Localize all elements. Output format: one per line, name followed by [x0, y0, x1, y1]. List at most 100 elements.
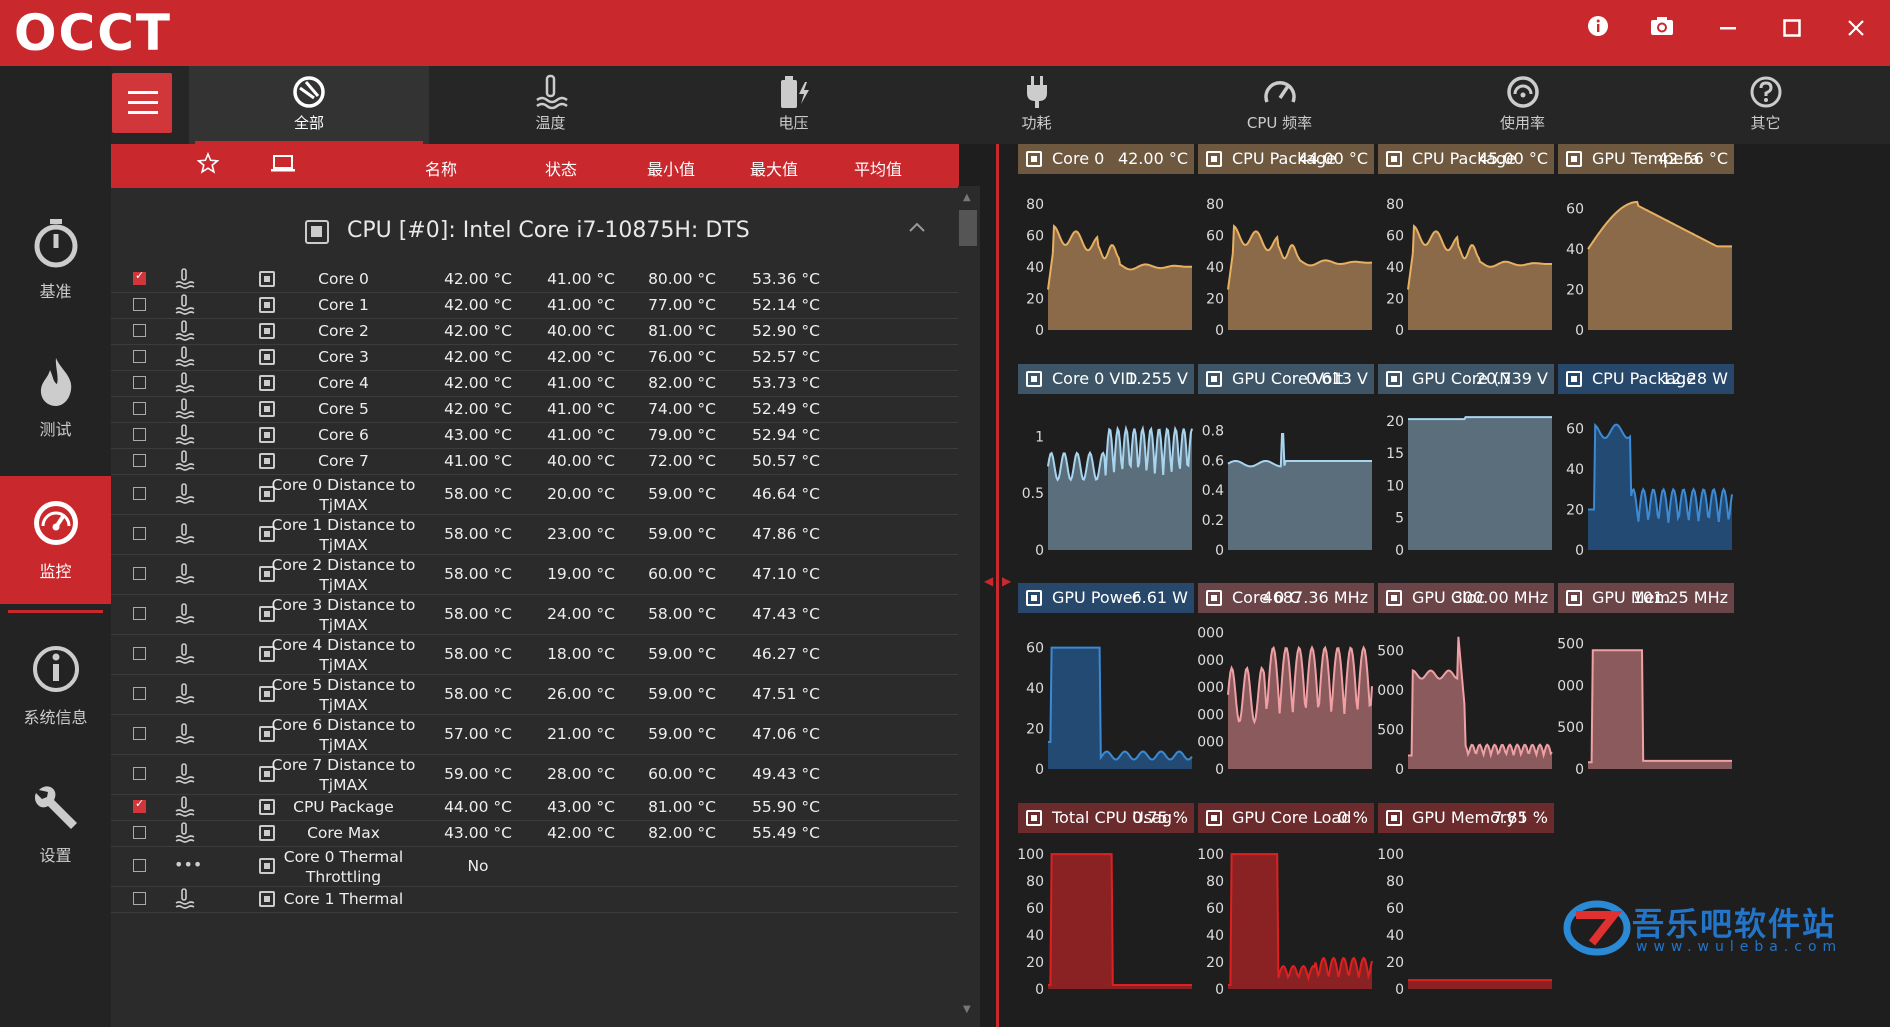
graph-panel-header[interactable]: Core 0 C 4687.36 MHz: [1198, 583, 1374, 613]
scroll-down-icon[interactable]: ▼: [963, 1004, 971, 1015]
table-row[interactable]: Core 3 42.00 °C 42.00 °C 76.00 °C 52.57 °C: [111, 344, 959, 371]
row-checkbox[interactable]: [133, 767, 146, 780]
thermometer-icon[interactable]: [174, 603, 196, 629]
thermometer-icon[interactable]: [174, 346, 196, 372]
thermometer-icon[interactable]: [174, 268, 196, 294]
table-row[interactable]: Core 5 Distance to TjMAX 58.00 °C 26.00 °C…: [111, 674, 959, 715]
pane-splitter[interactable]: ◀ ▶: [984, 144, 1011, 1027]
row-checkbox[interactable]: [133, 727, 146, 740]
row-checkbox[interactable]: [133, 647, 146, 660]
scroll-up-icon[interactable]: ▲: [963, 192, 971, 203]
table-row[interactable]: Core 2 42.00 °C 40.00 °C 81.00 °C 52.90 °C: [111, 318, 959, 345]
row-checkbox[interactable]: [133, 567, 146, 580]
sidebar-item-benchmark[interactable]: 基准: [0, 196, 111, 324]
graph-panel-header[interactable]: Core 0 42.00 °C: [1018, 144, 1194, 174]
row-checkbox[interactable]: [133, 607, 146, 620]
thermometer-icon[interactable]: [174, 763, 196, 789]
row-checkbox[interactable]: [133, 402, 146, 415]
column-avg[interactable]: 平均值: [853, 160, 902, 179]
scrollbar-thumb[interactable]: [959, 210, 977, 246]
column-status[interactable]: 状态: [544, 160, 577, 179]
row-checkbox[interactable]: [133, 376, 146, 389]
row-checkbox[interactable]: [133, 269, 146, 285]
table-row[interactable]: Core 1 42.00 °C 41.00 °C 77.00 °C 52.14 °C: [111, 292, 959, 319]
table-row[interactable]: Core 0 Distance to TjMAX 58.00 °C 20.00 °C…: [111, 474, 959, 515]
sidebar-item-test[interactable]: 测试: [0, 334, 111, 462]
table-row[interactable]: ••• Core 0 Thermal Throttling No: [111, 846, 959, 887]
laptop-icon[interactable]: [261, 152, 305, 178]
table-row[interactable]: Core 2 Distance to TjMAX 58.00 °C 19.00 °C…: [111, 554, 959, 595]
tab-voltage[interactable]: 电压: [672, 66, 915, 144]
thermometer-icon[interactable]: [174, 372, 196, 398]
table-row[interactable]: Core Max 43.00 °C 42.00 °C 82.00 °C 55.49 °C: [111, 820, 959, 847]
row-checkbox[interactable]: [133, 350, 146, 363]
graph-panel-header[interactable]: CPU Package 44.00 °C: [1198, 144, 1374, 174]
thermometer-icon[interactable]: [174, 683, 196, 709]
graph-panel-header[interactable]: GPU Power 6.61 W: [1018, 583, 1194, 613]
row-checkbox[interactable]: [133, 454, 146, 467]
sidebar-item-settings[interactable]: 设置: [0, 760, 111, 888]
tab-other[interactable]: 其它: [1644, 66, 1887, 144]
graph-panel-header[interactable]: GPU Memory I 7.85 %: [1378, 803, 1554, 833]
graph-panel-header[interactable]: GPU Core Volt 0.613 V: [1198, 364, 1374, 394]
table-row[interactable]: Core 5 42.00 °C 41.00 °C 74.00 °C 52.49 °C: [111, 396, 959, 423]
row-checkbox[interactable]: [133, 859, 146, 872]
table-row[interactable]: Core 1 Thermal: [111, 886, 959, 913]
graph-panel-header[interactable]: CPU Package 45.00 °C: [1378, 144, 1554, 174]
table-row[interactable]: CPU Package 44.00 °C 43.00 °C 81.00 °C 55.90…: [111, 794, 959, 821]
row-checkbox[interactable]: [133, 324, 146, 337]
table-row[interactable]: Core 0 42.00 °C 41.00 °C 80.00 °C 53.36 °C: [111, 266, 959, 293]
graph-panel-header[interactable]: GPU Core Load 0 %: [1198, 803, 1374, 833]
splitter-arrow-left-icon[interactable]: ◀: [984, 574, 994, 588]
thermometer-icon[interactable]: [174, 822, 196, 848]
row-checkbox[interactable]: [133, 892, 146, 905]
row-checkbox[interactable]: [133, 298, 146, 311]
table-row[interactable]: Core 7 41.00 °C 40.00 °C 72.00 °C 50.57 °C: [111, 448, 959, 475]
sidebar-item-monitor[interactable]: 监控: [0, 476, 111, 604]
thermometer-icon[interactable]: [174, 398, 196, 424]
table-row[interactable]: Core 1 Distance to TjMAX 58.00 °C 23.00 °C…: [111, 514, 959, 555]
graph-panel-header[interactable]: GPU Mem 101.25 MHz: [1558, 583, 1734, 613]
thermometer-icon[interactable]: [174, 723, 196, 749]
collapse-chevron-icon[interactable]: [908, 218, 926, 239]
row-checkbox[interactable]: [133, 797, 146, 813]
tab-temperature[interactable]: 温度: [429, 66, 672, 144]
table-row[interactable]: Core 6 43.00 °C 41.00 °C 79.00 °C 52.94 °C: [111, 422, 959, 449]
row-checkbox[interactable]: [133, 527, 146, 540]
menu-button[interactable]: [112, 73, 172, 133]
row-checkbox[interactable]: [133, 826, 146, 839]
maximize-icon[interactable]: [1774, 14, 1810, 50]
thermometer-icon[interactable]: [174, 888, 196, 914]
thermometer-icon[interactable]: [174, 523, 196, 549]
graph-panel-header[interactable]: Total CPU Usag 0.75 %: [1018, 803, 1194, 833]
table-row[interactable]: Core 4 42.00 °C 41.00 °C 82.00 °C 53.73 °C: [111, 370, 959, 397]
row-checkbox[interactable]: [133, 487, 146, 500]
column-min[interactable]: 最小值: [646, 160, 695, 179]
tab-all[interactable]: 全部: [189, 66, 429, 144]
column-name[interactable]: 名称: [424, 160, 457, 179]
table-row[interactable]: Core 7 Distance to TjMAX 59.00 °C 28.00 °C…: [111, 754, 959, 795]
tab-usage[interactable]: 使用率: [1401, 66, 1644, 144]
thermometer-icon[interactable]: [174, 294, 196, 320]
row-checkbox[interactable]: [133, 428, 146, 441]
more-dots-icon[interactable]: •••: [174, 855, 203, 874]
graph-panel-header[interactable]: GPU Cloc 300.00 MHz: [1378, 583, 1554, 613]
column-max[interactable]: 最大值: [749, 160, 798, 179]
thermometer-icon[interactable]: [174, 563, 196, 589]
sensor-group-header[interactable]: CPU [#0]: Intel Core i7-10875H: DTS: [111, 188, 959, 266]
graph-panel-header[interactable]: GPU Tempera 42.56 °C: [1558, 144, 1734, 174]
thermometer-icon[interactable]: [174, 483, 196, 509]
thermometer-icon[interactable]: [174, 796, 196, 822]
info-icon[interactable]: [1580, 14, 1616, 50]
sidebar-item-system-info[interactable]: 系统信息: [0, 622, 111, 750]
table-row[interactable]: Core 3 Distance to TjMAX 58.00 °C 24.00 °C…: [111, 594, 959, 635]
table-row[interactable]: Core 6 Distance to TjMAX 57.00 °C 21.00 °C…: [111, 714, 959, 755]
thermometer-icon[interactable]: [174, 450, 196, 476]
favorite-star-icon[interactable]: [186, 151, 230, 178]
graph-panel-header[interactable]: Core 0 VID 1.255 V: [1018, 364, 1194, 394]
thermometer-icon[interactable]: [174, 424, 196, 450]
row-checkbox[interactable]: [133, 687, 146, 700]
thermometer-icon[interactable]: [174, 643, 196, 669]
tab-cpu-frequency[interactable]: CPU 频率: [1158, 66, 1401, 144]
minimize-icon[interactable]: [1710, 14, 1746, 50]
